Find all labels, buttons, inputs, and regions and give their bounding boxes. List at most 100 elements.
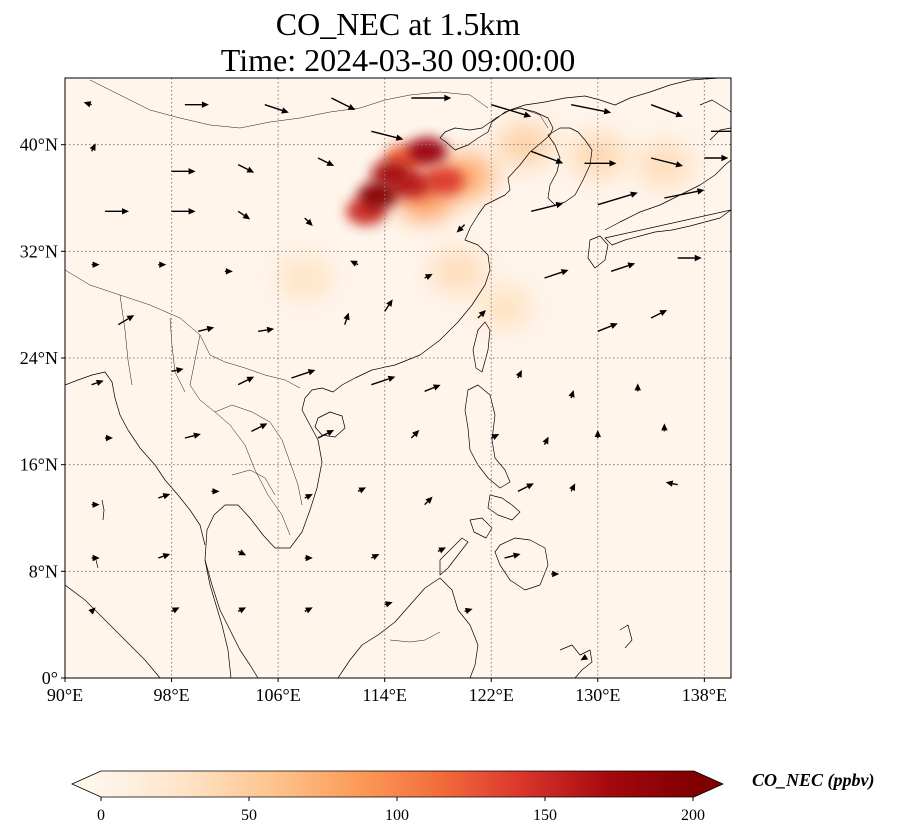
wind-arrow bbox=[198, 325, 215, 333]
wind-arrow-shaft bbox=[490, 436, 494, 439]
wind-arrow bbox=[91, 501, 100, 508]
wind-arrow-shaft bbox=[171, 369, 177, 373]
wind-arrow-head bbox=[371, 554, 380, 560]
wind-arrow-shaft bbox=[491, 103, 525, 116]
wind-arrow-shaft bbox=[504, 555, 514, 559]
wind-arrow-shaft bbox=[171, 609, 174, 612]
wind-arrow bbox=[158, 261, 167, 268]
wind-arrow-head bbox=[412, 430, 420, 438]
wind-arrow-head bbox=[358, 487, 367, 494]
visayas-coastline bbox=[469, 494, 521, 539]
wind-arrow bbox=[677, 254, 702, 262]
wind-arrow-head bbox=[491, 434, 500, 440]
co-hotspot bbox=[276, 256, 333, 300]
wind-arrow-shaft bbox=[237, 379, 249, 386]
wind-arrow-head bbox=[425, 496, 433, 504]
wind-arrow bbox=[634, 383, 641, 392]
wind-arrow-head bbox=[603, 108, 612, 115]
wind-arrow bbox=[650, 310, 668, 319]
wind-arrow bbox=[424, 384, 441, 392]
wind-arrow bbox=[477, 310, 486, 319]
wind-arrow-shaft bbox=[570, 489, 573, 492]
wind-arrow bbox=[664, 188, 705, 199]
colorbar-gradient bbox=[101, 771, 694, 797]
wind-arrow bbox=[91, 379, 104, 386]
wind-arrow bbox=[357, 487, 367, 494]
wind-arrow-head bbox=[627, 262, 636, 269]
wind-arrow-head bbox=[266, 326, 275, 334]
wind-arrow bbox=[384, 601, 393, 608]
wind-arrow bbox=[237, 607, 247, 614]
wind-arrow-shaft bbox=[357, 489, 361, 492]
wind-arrow bbox=[665, 480, 678, 487]
wind-arrow-shaft bbox=[672, 482, 678, 486]
wind-arrow-head bbox=[610, 322, 618, 329]
wind-arrow-shaft bbox=[461, 224, 466, 229]
sumatra-coastline bbox=[65, 584, 161, 678]
wind-arrow bbox=[104, 208, 129, 215]
lon-tick-label: 130°E bbox=[575, 685, 620, 705]
wind-arrow bbox=[594, 430, 601, 438]
colorbar-tick-label: 200 bbox=[681, 807, 705, 824]
wind-arrow bbox=[424, 274, 433, 280]
wind-arrow bbox=[542, 436, 549, 445]
co-hotspot bbox=[496, 122, 553, 167]
wind-arrow-shaft bbox=[237, 609, 241, 612]
wind-arrow bbox=[504, 552, 521, 559]
wind-arrow bbox=[384, 299, 393, 312]
japan-kyushu-coastline bbox=[587, 235, 609, 269]
wind-arrow bbox=[304, 494, 313, 500]
wind-arrow-shaft bbox=[597, 325, 612, 332]
wind-arrow-head bbox=[92, 554, 100, 562]
wind-arrow-head bbox=[568, 390, 575, 398]
lat-tick-label: 24°N bbox=[20, 348, 58, 368]
wind-arrow-head bbox=[92, 501, 100, 508]
wind-arrow-head bbox=[305, 218, 313, 226]
colorbar-tick-label: 0 bbox=[97, 807, 105, 824]
wind-arrow-shaft bbox=[251, 425, 262, 432]
wind-arrow bbox=[224, 268, 233, 275]
wind-arrow bbox=[88, 607, 96, 615]
wind-arrow-head bbox=[305, 494, 313, 500]
wind-arrow-shaft bbox=[291, 371, 310, 379]
wind-arrow bbox=[104, 434, 113, 442]
wind-arrow-shaft bbox=[597, 194, 632, 206]
wind-arrow bbox=[171, 607, 180, 614]
lon-tick-label: 138°E bbox=[682, 685, 727, 705]
bengal-coastline bbox=[65, 371, 206, 546]
wind-arrow bbox=[304, 217, 313, 226]
wind-arrow-head bbox=[555, 201, 564, 209]
wind-arrow-head bbox=[594, 430, 601, 437]
wind-arrow-head bbox=[305, 607, 313, 614]
wind-arrow-shaft bbox=[664, 190, 698, 199]
wind-arrow-shaft bbox=[331, 97, 350, 108]
lat-tick-label: 16°N bbox=[20, 455, 58, 475]
mindanao-coastline bbox=[494, 537, 549, 591]
wind-arrow-head bbox=[385, 601, 393, 608]
wind-arrow bbox=[304, 554, 313, 562]
longitude-ticks: 90°E 98°E 106°E 114°E 122°E 130°E 138°E bbox=[47, 678, 727, 705]
korea-coastline bbox=[547, 127, 593, 206]
wind-arrow-shaft bbox=[91, 149, 94, 152]
wind-arrow bbox=[410, 430, 420, 439]
wind-arrow-shaft bbox=[237, 550, 241, 553]
lon-tick-label: 114°E bbox=[362, 685, 407, 705]
wind-arrow bbox=[610, 262, 636, 272]
wind-arrow-head bbox=[424, 274, 433, 280]
wind-arrow bbox=[569, 483, 576, 492]
wind-arrow-shaft bbox=[304, 217, 309, 222]
wind-arrow-shaft bbox=[543, 442, 547, 445]
malay-peninsula-coastline bbox=[204, 559, 259, 678]
wind-arrow bbox=[304, 607, 313, 614]
wind-arrow-shaft bbox=[91, 382, 98, 386]
lon-tick-label: 90°E bbox=[47, 685, 83, 705]
wind-arrow-shaft bbox=[304, 609, 307, 612]
wind-arrow-shaft bbox=[571, 103, 605, 112]
wind-arrow-shaft bbox=[198, 328, 208, 333]
coastlines bbox=[65, 78, 731, 678]
wind-arrow-shaft bbox=[544, 271, 563, 279]
wind-arrow bbox=[490, 434, 500, 440]
wind-arrow bbox=[491, 103, 532, 118]
wind-arrow bbox=[597, 191, 638, 206]
wind-arrow-head bbox=[696, 188, 705, 195]
